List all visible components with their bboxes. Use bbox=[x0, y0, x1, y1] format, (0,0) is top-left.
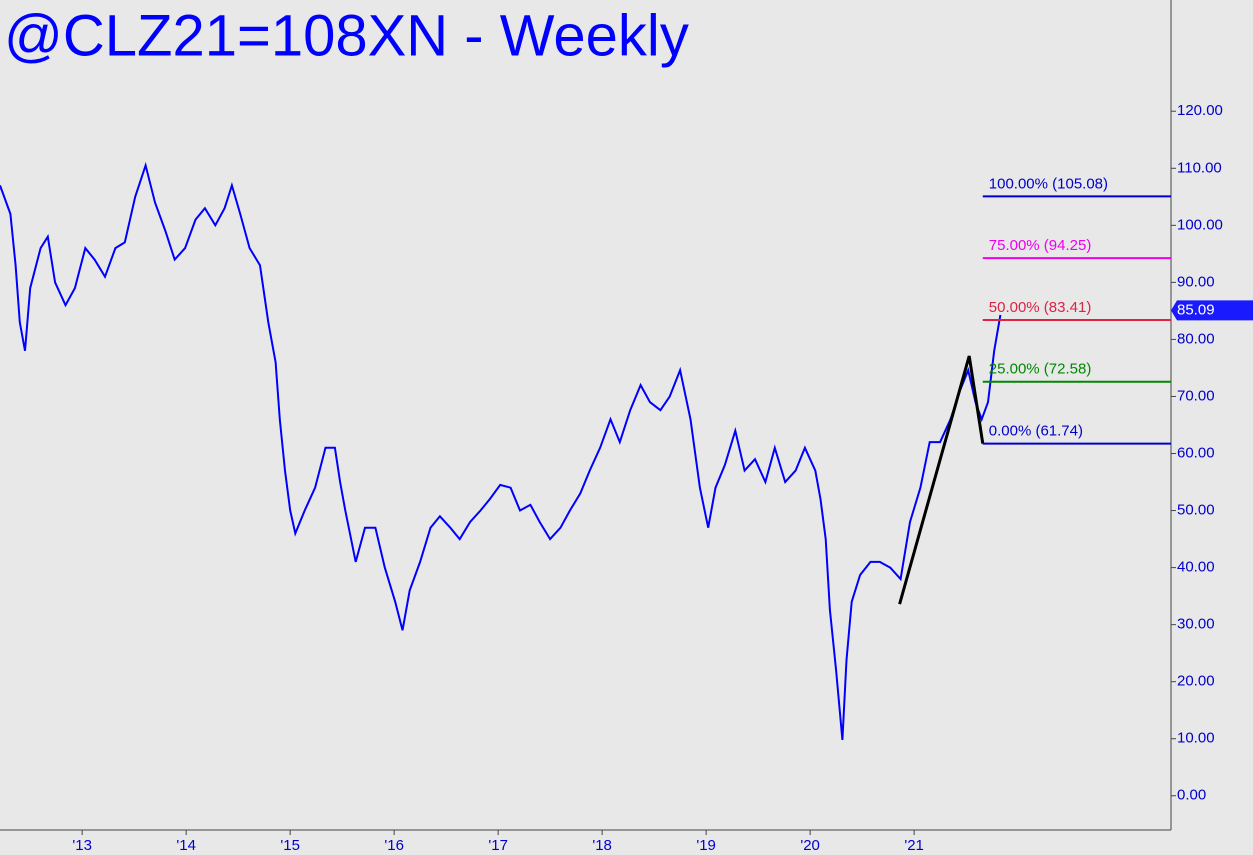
price-tag bbox=[1171, 300, 1253, 321]
x-tick-label: '15 bbox=[280, 837, 300, 854]
y-tick-label: 30.00 bbox=[1177, 616, 1215, 633]
y-tick-label: 50.00 bbox=[1177, 502, 1215, 519]
x-tick-label: '19 bbox=[696, 837, 716, 854]
y-tick-label: 80.00 bbox=[1177, 330, 1215, 347]
price-line bbox=[0, 161, 1002, 740]
y-tick-label: 100.00 bbox=[1177, 216, 1223, 233]
y-tick-label: 60.00 bbox=[1177, 444, 1215, 461]
y-tick-label: 40.00 bbox=[1177, 559, 1215, 576]
y-tick-label: 90.00 bbox=[1177, 273, 1215, 290]
x-tick-label: '18 bbox=[592, 837, 612, 854]
fib-label: 75.00% (94.25) bbox=[989, 237, 1092, 254]
y-tick-label: 10.00 bbox=[1177, 730, 1215, 747]
x-tick-label: '17 bbox=[488, 837, 508, 854]
fib-label: 100.00% (105.08) bbox=[989, 175, 1108, 192]
x-tick-label: '14 bbox=[176, 837, 196, 854]
x-tick-label: '13 bbox=[72, 837, 92, 854]
pattern-line bbox=[898, 355, 985, 605]
fib-label: 0.00% (61.74) bbox=[989, 423, 1083, 440]
fib-label: 25.00% (72.58) bbox=[989, 361, 1092, 378]
fib-label: 50.00% (83.41) bbox=[989, 299, 1092, 316]
chart-title: @CLZ21=108XN - Weekly bbox=[4, 3, 689, 68]
y-tick-label: 20.00 bbox=[1177, 673, 1215, 690]
y-tick-label: 70.00 bbox=[1177, 387, 1215, 404]
price-tag-label: 85.09 bbox=[1177, 301, 1215, 318]
y-tick-label: 120.00 bbox=[1177, 102, 1223, 119]
x-tick-label: '20 bbox=[800, 837, 820, 854]
y-tick-label: 110.00 bbox=[1177, 159, 1222, 176]
x-tick-label: '16 bbox=[384, 837, 404, 854]
y-tick-label: 0.00 bbox=[1177, 787, 1206, 804]
x-tick-label: '21 bbox=[904, 837, 924, 854]
